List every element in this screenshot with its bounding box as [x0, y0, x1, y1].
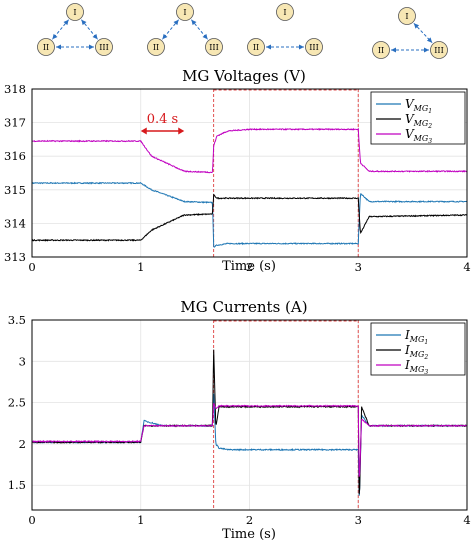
mg-node-circle: [66, 3, 84, 21]
y-tick-label: 2: [19, 437, 26, 451]
mg-node-circle: [205, 38, 223, 56]
mg-node-circle: [37, 38, 55, 56]
mg-node-circle: [372, 41, 390, 59]
comm-link-arrowhead: [81, 19, 87, 26]
comm-link-arrowhead: [56, 44, 61, 50]
comm-link-arrowhead: [413, 23, 420, 29]
voltage-axes-box: [31, 88, 468, 258]
comm-link-arrowhead: [391, 47, 396, 53]
mg-node-label: III: [209, 43, 218, 52]
y-tick-label: 318: [4, 82, 26, 96]
topology-config: III III: [372, 7, 448, 59]
y-tick-label: 3.5: [8, 313, 26, 327]
topology-config: III III: [247, 3, 323, 56]
mg-node-label: III: [434, 46, 443, 55]
series-line-mg1: [31, 181, 468, 248]
mg-node-circle: [176, 3, 194, 21]
mg-node-label: I: [183, 8, 186, 17]
mg-node-label: II: [378, 46, 384, 55]
topology-config: III III: [147, 3, 223, 56]
topology-config: III III: [37, 3, 113, 56]
current-grid: [32, 320, 467, 510]
mg-node-circle: [305, 38, 323, 56]
y-tick-label: 313: [4, 250, 26, 264]
mg-node-label: II: [153, 43, 159, 52]
annotation-label: 0.4 s: [147, 112, 178, 127]
mg-node-circle: [147, 38, 165, 56]
y-tick-label: 1.5: [8, 478, 26, 492]
mg-node-label: I: [73, 8, 76, 17]
comm-link-arrowhead: [89, 44, 94, 50]
comm-link-arrowhead: [266, 44, 271, 50]
x-tick-label: 1: [137, 513, 144, 527]
x-tick-label: 2: [246, 513, 253, 527]
x-tick-label: 0: [28, 260, 35, 274]
current-switch-markers: [213, 320, 359, 510]
current-chart: MG Currents (A) 0 1 2 3 4 1.5 2 2.5 3 3.5 Time (s…: [8, 298, 471, 542]
x-tick-label: 4: [463, 260, 470, 274]
comm-link-arrowhead: [202, 33, 208, 40]
voltage-series: [31, 127, 468, 248]
mg-node-circle: [430, 41, 448, 59]
time-constant-annotation: 0.4 s: [140, 112, 185, 135]
annotation-arrowhead-right: [178, 127, 185, 135]
y-tick-label: 314: [4, 216, 26, 230]
comm-link-arrowhead: [191, 19, 197, 26]
mg-node-label: I: [405, 12, 408, 21]
voltage-chart-title: MG Voltages (V): [182, 67, 306, 85]
comm-link-arrowhead: [299, 44, 304, 50]
current-tick-labels: 0 1 2 3 4 1.5 2 2.5 3 3.5: [8, 313, 471, 527]
voltage-switch-markers: [213, 89, 359, 257]
voltage-x-axis-label: Time (s): [222, 259, 276, 274]
mg-node-label: I: [283, 8, 286, 17]
annotation-arrowhead-left: [140, 127, 147, 135]
mg-node-circle: [398, 7, 416, 25]
comm-link-arrowhead: [162, 33, 168, 40]
x-tick-label: 3: [355, 260, 362, 274]
mg-node-circle: [276, 3, 294, 21]
mg-node-label: II: [253, 43, 259, 52]
x-tick-label: 4: [463, 513, 470, 527]
x-tick-label: 2: [246, 260, 253, 274]
x-tick-label: 1: [137, 260, 144, 274]
comm-link-arrowhead: [173, 19, 179, 26]
comm-link-arrowhead: [424, 47, 429, 53]
comm-link-arrowhead: [426, 37, 433, 43]
mg-node-label: III: [309, 43, 318, 52]
legend-box: [370, 91, 466, 145]
comm-link-arrowhead: [63, 19, 69, 26]
voltage-chart: MG Voltages (V) 0 1 2 3 4313314315316317318 …: [4, 67, 471, 274]
x-tick-label: 3: [355, 513, 362, 527]
mg-node-circle: [95, 38, 113, 56]
y-tick-label: 315: [4, 183, 26, 197]
voltage-tick-labels: 0 1 2 3 4 313 314 315 316 317 318: [4, 82, 471, 274]
comm-link-arrowhead: [52, 33, 58, 40]
current-series: [31, 349, 468, 496]
comm-link-arrowhead: [92, 33, 98, 40]
y-tick-label: 317: [4, 116, 26, 130]
y-tick-label: 2.5: [8, 396, 26, 410]
current-chart-title: MG Currents (A): [180, 298, 307, 316]
current-x-axis-label: Time (s): [222, 527, 276, 542]
current-axes-box: [31, 319, 468, 511]
y-tick-label: 316: [4, 149, 26, 163]
series-line-mg3: [31, 127, 468, 174]
y-tick-label: 3: [19, 354, 26, 368]
series-line-mg3: [31, 403, 468, 477]
series-line-mg2: [31, 193, 468, 242]
mg-node-label: II: [43, 43, 49, 52]
mg-node-circle: [247, 38, 265, 56]
mg-node-label: III: [99, 43, 108, 52]
legend-box: [370, 322, 466, 376]
x-tick-label: 0: [28, 513, 35, 527]
